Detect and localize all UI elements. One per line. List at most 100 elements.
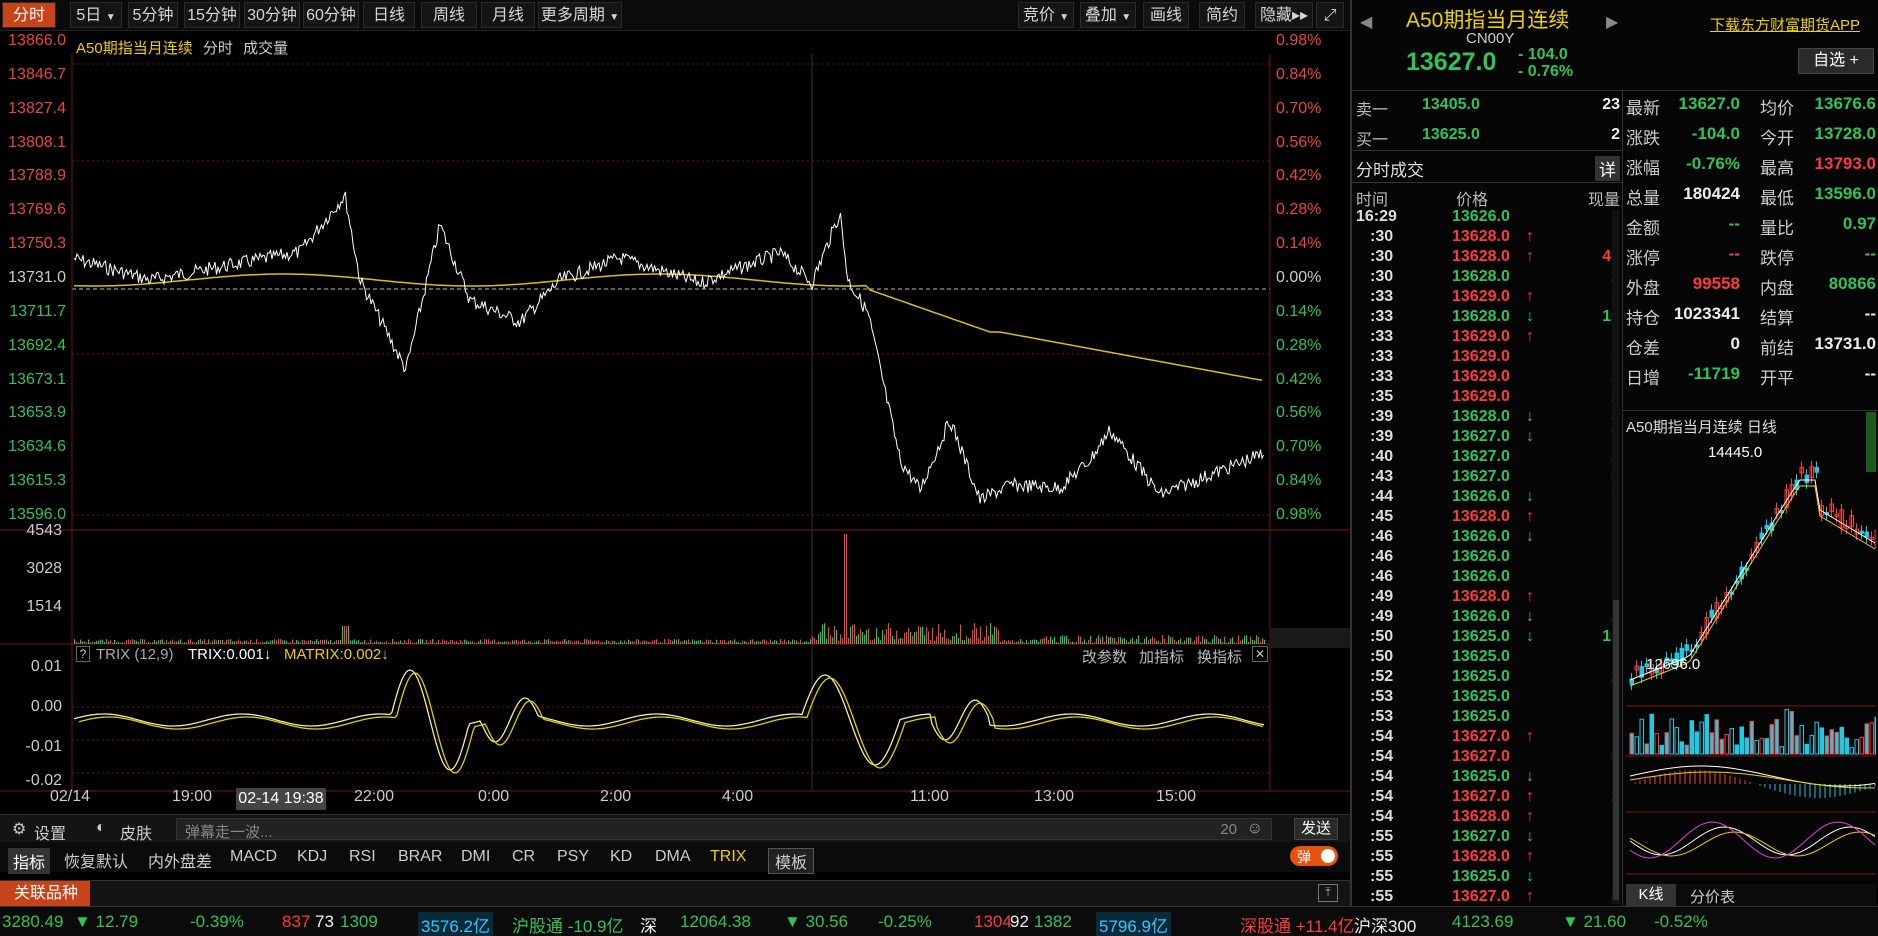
volume-bar — [282, 640, 284, 644]
next-arrow-icon[interactable]: ▶ — [1606, 14, 1619, 31]
volume-bar — [1230, 638, 1232, 644]
volume-bar — [728, 640, 730, 644]
volume-bar — [544, 639, 546, 644]
tab-macd[interactable]: MACD — [230, 848, 278, 865]
volume-bar — [76, 641, 78, 644]
tab-fenshi[interactable]: 分时 — [2, 2, 56, 28]
volume-bar — [1094, 642, 1096, 644]
volume-bar — [982, 640, 984, 644]
kline-candle — [1809, 466, 1814, 479]
volume-bar — [266, 640, 268, 644]
tab-rsi[interactable]: RSI — [349, 848, 376, 865]
volume-bar — [642, 641, 644, 644]
change-params-button[interactable]: 改参数 — [1082, 649, 1128, 666]
tab-30min[interactable]: 30分钟 — [244, 2, 300, 28]
tab-dmi[interactable]: DMI — [461, 848, 491, 865]
tab-daily[interactable]: 日线 — [363, 2, 415, 28]
volume-bar — [858, 634, 860, 644]
ticker-item: 深股通 +11.4亿 — [1240, 917, 1355, 936]
tab-indicator[interactable]: 指标 — [8, 848, 51, 874]
danmu-input[interactable]: 弹幕走一波... 20 ☺ — [176, 818, 1272, 841]
volume-bar — [406, 642, 408, 644]
tick-price: 13625.0 — [1452, 868, 1510, 885]
ma-line — [1629, 485, 1876, 687]
auction-dropdown[interactable]: 竞价 ▼ — [1018, 2, 1074, 28]
tab-5day[interactable]: 5日 ▼ — [70, 2, 122, 28]
volume-bar — [1256, 635, 1258, 644]
settings-label[interactable]: 设置 — [34, 826, 67, 843]
volume-bar — [606, 640, 608, 644]
detail-button[interactable]: 详 — [1595, 156, 1620, 181]
hide-button[interactable]: 隐藏▸▸ — [1255, 2, 1313, 28]
volume-bar — [332, 642, 334, 644]
volume-bar — [1068, 638, 1070, 644]
pct-axis-label: 0.70% — [1276, 99, 1322, 117]
template-button[interactable]: 模板 — [768, 848, 815, 874]
kdj-line — [1629, 831, 1876, 857]
overlay-dropdown[interactable]: 叠加 ▼ — [1080, 2, 1136, 28]
tab-psy[interactable]: PSY — [557, 848, 590, 865]
tab-kline[interactable]: K线 — [1626, 884, 1676, 906]
tick-price: 13627.0 — [1452, 888, 1510, 905]
tab-5min[interactable]: 5分钟 — [128, 2, 178, 28]
tab-15min[interactable]: 15分钟 — [184, 2, 240, 28]
emoji-icon[interactable]: ☺ — [1246, 820, 1263, 837]
volume-bar — [916, 631, 918, 644]
kline-vol-bar — [1739, 726, 1744, 755]
skin-label[interactable]: 皮肤 — [120, 826, 153, 843]
expand-icon[interactable]: ⤒ — [1318, 884, 1338, 902]
tab-inout-diff[interactable]: 内外盘差 — [148, 854, 213, 871]
price-axis-label: 13750.3 — [8, 235, 66, 253]
ticker-item: 92 — [1010, 912, 1029, 931]
more-periods-dropdown[interactable]: 更多周期 ▼ — [538, 2, 622, 28]
volume-bar — [546, 639, 548, 644]
volume-bar — [636, 639, 638, 644]
trix-title: TRIX (12,9) — [96, 646, 174, 663]
fullscreen-icon[interactable]: ⤢ — [1316, 2, 1344, 28]
related-tab[interactable]: 关联品种 — [0, 881, 90, 907]
kline-candle — [1654, 667, 1659, 674]
mini-low-label: 12696.0 — [1646, 656, 1701, 673]
ticker-item: 沪深300 — [1354, 917, 1417, 936]
volume-bar — [1024, 642, 1026, 644]
switch-indicator-button[interactable]: 换指标 — [1197, 649, 1243, 666]
tab-monthly[interactable]: 月线 — [481, 2, 535, 28]
tab-kd[interactable]: KD — [610, 848, 633, 865]
skin-icon[interactable]: ◐ — [96, 819, 106, 836]
tab-kdj[interactable]: KDJ — [297, 848, 328, 865]
ticks-scrollbar[interactable] — [1612, 210, 1620, 904]
volume-bar — [782, 641, 784, 644]
volume-bar — [1086, 642, 1088, 644]
prev-arrow-icon[interactable]: ◀ — [1360, 14, 1373, 31]
volume-bar — [170, 640, 172, 644]
tab-cr[interactable]: CR — [512, 848, 536, 865]
stat-label: 最新 — [1626, 99, 1660, 118]
danmu-toggle[interactable]: 弹 — [1290, 846, 1338, 866]
download-app-link[interactable]: 下载东方财富期货APP — [1710, 17, 1861, 34]
simple-mode-button[interactable]: 简约 — [1199, 2, 1245, 28]
tab-price-dist[interactable]: 分价表 — [1690, 889, 1736, 906]
draw-line-button[interactable]: 画线 — [1143, 2, 1189, 28]
close-icon[interactable]: ✕ — [1252, 646, 1268, 662]
add-watchlist-button[interactable]: 自选 + — [1798, 48, 1874, 74]
help-icon[interactable]: ? — [76, 646, 90, 662]
tab-dma[interactable]: DMA — [655, 848, 691, 865]
mini-scroll[interactable] — [1866, 412, 1876, 472]
tab-60min[interactable]: 60分钟 — [303, 2, 359, 28]
tab-brar[interactable]: BRAR — [398, 848, 443, 865]
gear-icon[interactable]: ⚙ — [12, 821, 27, 838]
send-button[interactable]: 发送 — [1294, 818, 1338, 840]
tab-weekly[interactable]: 周线 — [421, 2, 477, 28]
volume-bar — [602, 641, 604, 644]
add-indicator-button[interactable]: 加指标 — [1139, 649, 1185, 666]
volume-bar — [658, 642, 660, 644]
ticker-item: 沪股通 -10.9亿 — [512, 917, 624, 936]
tab-reset-default[interactable]: 恢复默认 — [64, 854, 129, 871]
ticks-scroll-thumb[interactable] — [1613, 600, 1619, 900]
tab-trix[interactable]: TRIX — [710, 848, 747, 865]
tick-price: 13627.0 — [1452, 828, 1510, 845]
kline-vol-bar — [1754, 739, 1759, 755]
